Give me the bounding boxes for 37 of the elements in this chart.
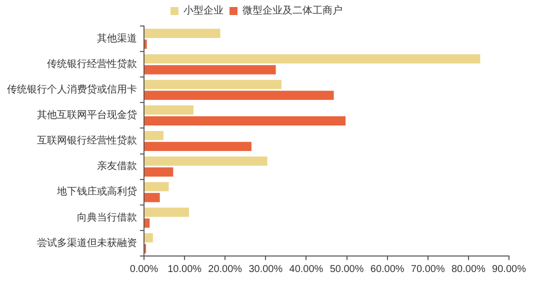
bar [144,90,334,100]
bar [144,105,194,115]
y-tick-label: 尝试多渠道但未获融资 [37,236,137,249]
legend-label: 微型企业及二体工商户 [242,4,342,17]
bar [144,80,282,90]
y-tick-label: 其他互联网平台现金贷 [37,109,137,122]
y-tick-label: 传统银行经营性贷款 [47,58,137,70]
y-tick-label: 传统银行个人消费贷或信用卡 [7,83,137,96]
x-tick-label: 10.00% [168,264,202,275]
x-tick-label: 50.00% [330,264,364,275]
x-tick-label: 80.00% [451,264,486,275]
bar [144,54,480,64]
legend-label: 小型企业 [184,4,224,17]
x-tick-label: 70.00% [410,264,445,275]
bar [144,116,346,126]
y-tick-label: 地下钱庄或高利贷 [56,186,137,198]
bar [144,218,150,228]
bar [144,28,220,38]
bar [144,65,276,74]
bar [144,192,160,202]
bar [144,182,169,192]
x-tick-label: 30.00% [248,264,283,275]
y-tick-label: 其他渠道 [97,32,137,44]
y-tick-label: 向典当行借款 [77,211,137,224]
x-tick-label: 60.00% [370,264,404,275]
bar [144,130,164,140]
x-tick-label: 20.00% [208,264,242,275]
y-tick-label: 亲友借款 [97,160,137,172]
bar [144,142,252,152]
bar [144,208,190,217]
y-tick-label: 互联网银行经营性贷款 [37,134,137,147]
x-tick-label: 40.00% [289,264,324,275]
bar [144,156,268,166]
x-tick-label: 0.00% [130,264,158,275]
bar [144,167,174,177]
x-tick-label: 90.00% [492,264,526,275]
bar [144,233,153,242]
